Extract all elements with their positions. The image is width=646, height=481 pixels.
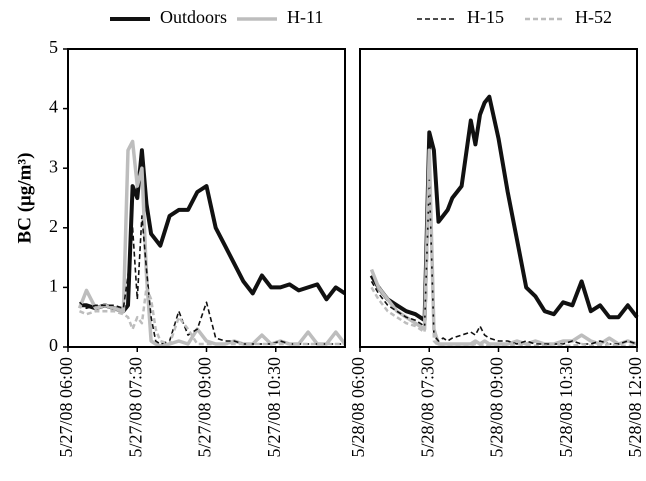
y-tick-label: 1: [49, 276, 58, 296]
x-tick-label: 5/28/08 09:00: [487, 357, 507, 458]
series-line: [369, 94, 639, 323]
series-line: [79, 286, 345, 346]
x-tick-label: 5/28/08 06:00: [348, 357, 368, 458]
series-line: [370, 179, 638, 345]
x-tick-label: 5/28/08 07:30: [417, 357, 437, 458]
y-tick-label: 0: [49, 335, 58, 355]
plot-frame: [67, 48, 346, 348]
x-tick-label: 5/27/08 09:00: [195, 357, 215, 458]
x-tick-label: 5/28/08 10:30: [556, 357, 576, 458]
y-tick-label: 4: [49, 97, 58, 117]
legend-label: H-11: [287, 7, 323, 27]
plot-frame: [359, 48, 638, 348]
x-tick-label: 5/27/08 06:00: [56, 357, 76, 458]
legend-label: Outdoors: [160, 7, 227, 27]
y-tick-label: 5: [49, 37, 58, 57]
series-line: [78, 215, 345, 345]
series-line: [369, 148, 638, 346]
y-tick-label: 3: [49, 156, 58, 176]
x-tick-label: 5/27/08 10:30: [264, 357, 284, 458]
legend-label: H-15: [467, 7, 504, 27]
x-tick-label: 5/27/08 07:30: [125, 357, 145, 458]
x-tick-label: 5/28/08 12:00: [625, 357, 645, 458]
series-line: [370, 166, 637, 348]
series-line: [77, 139, 347, 348]
legend-label: H-52: [575, 7, 612, 27]
y-tick-label: 2: [49, 216, 58, 236]
series-line: [79, 148, 347, 314]
y-axis-label: BC (μg/m³): [14, 153, 35, 244]
